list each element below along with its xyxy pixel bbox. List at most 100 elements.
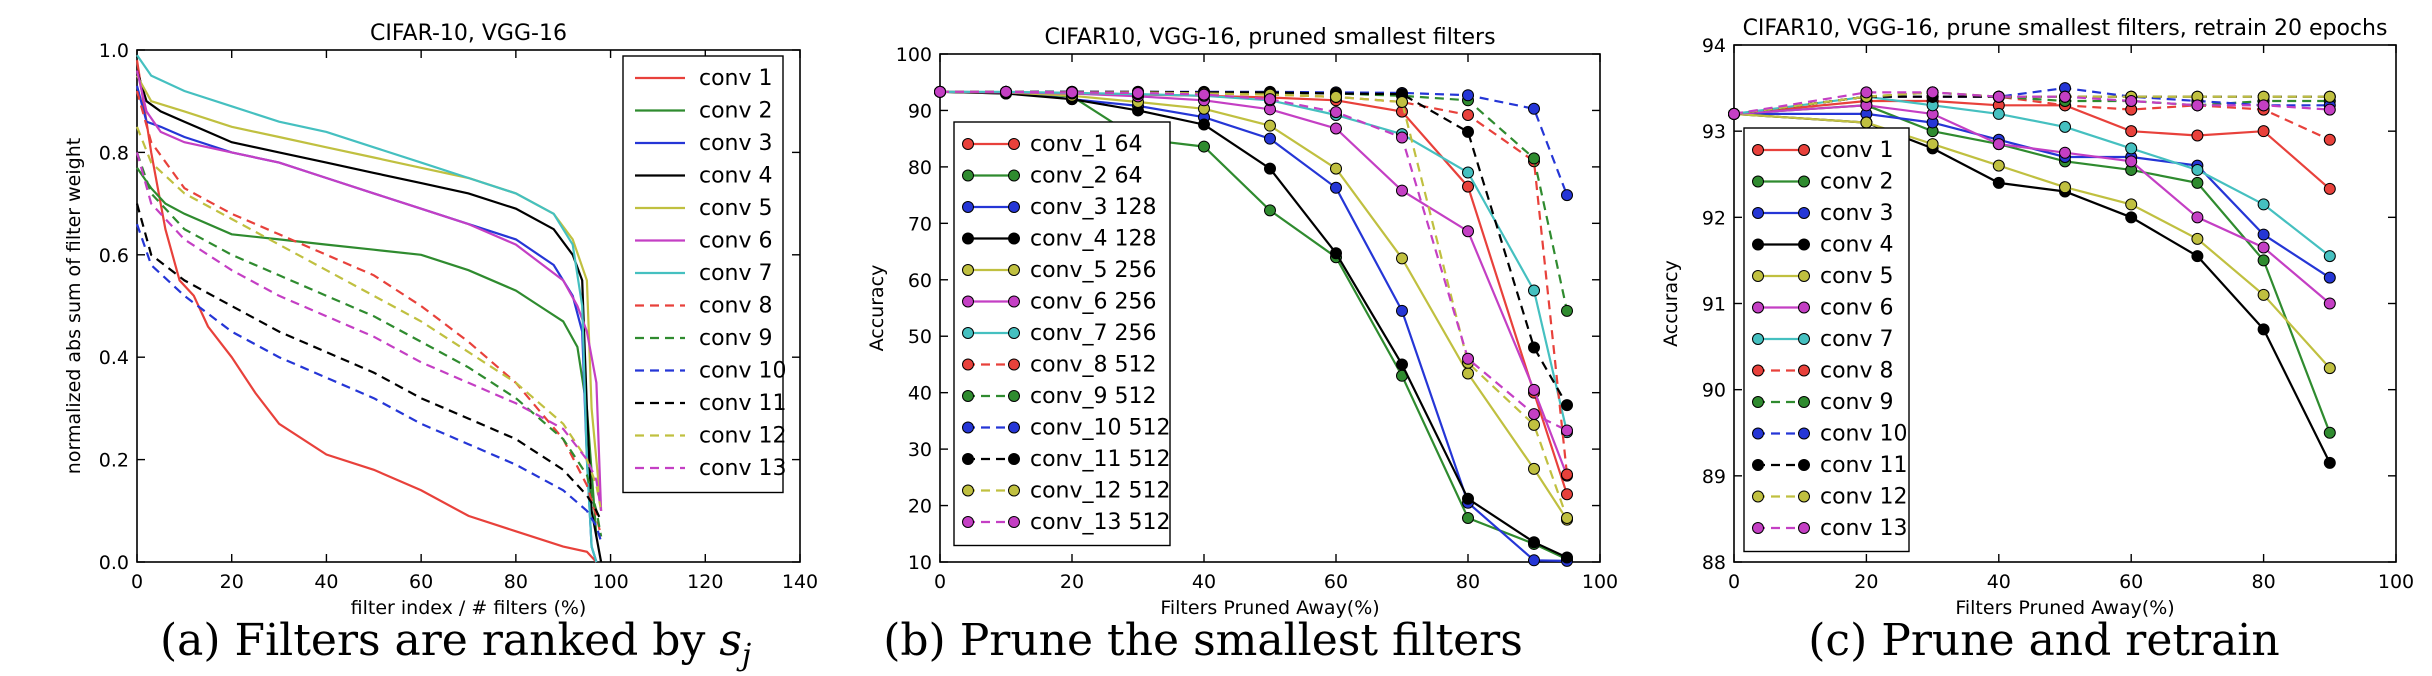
data-point: [1330, 90, 1342, 103]
legend-label: conv 7: [1820, 327, 1894, 352]
legend-marker: [1008, 169, 1020, 182]
legend-marker: [1008, 264, 1020, 276]
data-point: [2059, 146, 2071, 159]
chart-a-filters-ranked: 0 20 40 60 80 100 120 140 0.0 0.2 0.4 0.6 0.8 1.0 CIFA…: [63, 21, 818, 619]
legend-label: conv 3: [1820, 201, 1894, 226]
x-tick-label: 100: [2378, 571, 2414, 593]
legend-marker: [1798, 427, 1810, 440]
legend-marker: [1008, 484, 1020, 497]
data-point: [1396, 304, 1408, 317]
legend-marker: [962, 453, 974, 465]
data-point: [2191, 211, 2204, 224]
y-tick-label: 89: [1702, 466, 1726, 488]
data-point: [1462, 180, 1474, 193]
legend-marker: [1008, 453, 1020, 465]
data-point: [1066, 86, 1078, 99]
x-tick-label: 80: [1456, 571, 1480, 593]
data-point: [1992, 176, 2005, 189]
legend-marker: [1752, 144, 1764, 156]
x-tick-label: 60: [2119, 571, 2143, 593]
x-tick-label: 100: [1582, 571, 1618, 593]
legend-label: conv 2: [1820, 170, 1894, 195]
data-point: [2125, 95, 2138, 108]
legend-marker: [1798, 301, 1810, 314]
legend-marker: [1752, 207, 1764, 219]
data-point: [1528, 462, 1540, 475]
legend-label: conv_5 256: [1030, 258, 1157, 283]
data-point: [2257, 288, 2270, 301]
legend-label: conv_1 64: [1030, 132, 1143, 157]
x-axis-label: Filters Pruned Away(%): [1160, 597, 1379, 619]
x-tick-label: 100: [592, 571, 628, 593]
legend-marker: [962, 484, 974, 497]
legend-label: conv 4: [1820, 233, 1894, 258]
caption-b: (b) Prune the smallest filters: [883, 615, 1523, 666]
legend-marker: [1008, 138, 1020, 150]
data-point: [1396, 252, 1408, 265]
x-axis-label: Filters Pruned Away(%): [1955, 597, 2174, 619]
data-point: [2191, 129, 2204, 142]
legend-marker: [1752, 522, 1764, 534]
y-tick-label: 20: [908, 496, 932, 518]
x-tick-label: 0: [1728, 571, 1740, 593]
chart-title: CIFAR10, VGG-16, pruned smallest filters: [1044, 25, 1495, 50]
x-tick-label: 60: [409, 571, 433, 593]
series-line-conv-5: [136, 75, 603, 511]
legend-label: conv_4 128: [1030, 227, 1157, 252]
legend-label: conv 10: [699, 359, 787, 384]
legend-label: conv 13: [699, 456, 787, 481]
data-point: [1992, 107, 2005, 120]
data-point: [1561, 399, 1573, 412]
legend-marker: [1752, 396, 1764, 408]
legend-label: conv_2 64: [1030, 164, 1143, 189]
data-point: [2323, 90, 2336, 103]
x-tick-label: 80: [2252, 571, 2276, 593]
data-point: [1000, 85, 1012, 98]
data-point: [1528, 554, 1540, 567]
x-tick-label: 60: [1324, 571, 1348, 593]
series-line-conv-12: [135, 126, 603, 511]
legend-marker: [962, 232, 974, 245]
caption-a: (a) Filters are ranked by sj: [160, 615, 751, 673]
legend-marker: [962, 264, 974, 276]
data-point: [1926, 86, 1939, 99]
legend-marker: [962, 201, 974, 213]
data-point: [1528, 536, 1540, 549]
legend-label: conv 11: [1820, 453, 1908, 478]
data-point: [1198, 88, 1210, 101]
data-point: [2323, 362, 2336, 375]
legend-label: conv 6: [699, 229, 773, 254]
caption-c: (c) Prune and retrain: [1808, 615, 2279, 666]
legend-marker: [1798, 144, 1810, 156]
y-tick-label: 10: [908, 552, 932, 574]
legend-label: conv_3 128: [1030, 195, 1157, 220]
legend-marker: [1752, 238, 1764, 251]
legend-label: conv_10 512: [1030, 416, 1171, 441]
data-point: [1264, 162, 1276, 175]
x-tick-label: 40: [1987, 571, 2011, 593]
data-point: [1330, 162, 1342, 175]
x-tick-label: 40: [1192, 571, 1216, 593]
series-line-conv-2: [136, 167, 598, 537]
data-point: [2257, 254, 2270, 267]
series-line-conv-12: [1733, 91, 2330, 115]
x-tick-label: 20: [1854, 571, 1878, 593]
data-point: [1992, 90, 2005, 103]
y-tick-label: 40: [908, 383, 932, 405]
y-tick-label: 92: [1702, 207, 1726, 229]
legend-label: conv 1: [699, 66, 773, 91]
series-line-conv-7: [136, 54, 598, 563]
data-point: [2257, 228, 2270, 241]
data-point: [1330, 106, 1342, 119]
series-line-conv-13: [135, 152, 603, 511]
plot-frame: [939, 53, 1601, 563]
legend-label: conv 10: [1820, 422, 1908, 447]
data-point: [1728, 107, 1740, 120]
data-point: [1330, 247, 1342, 260]
y-tick-label: 90: [908, 100, 932, 122]
data-point: [2059, 181, 2071, 194]
data-point: [1561, 468, 1573, 481]
legend-label: conv_7 256: [1030, 321, 1157, 346]
chart-title: CIFAR-10, VGG-16: [370, 21, 567, 46]
